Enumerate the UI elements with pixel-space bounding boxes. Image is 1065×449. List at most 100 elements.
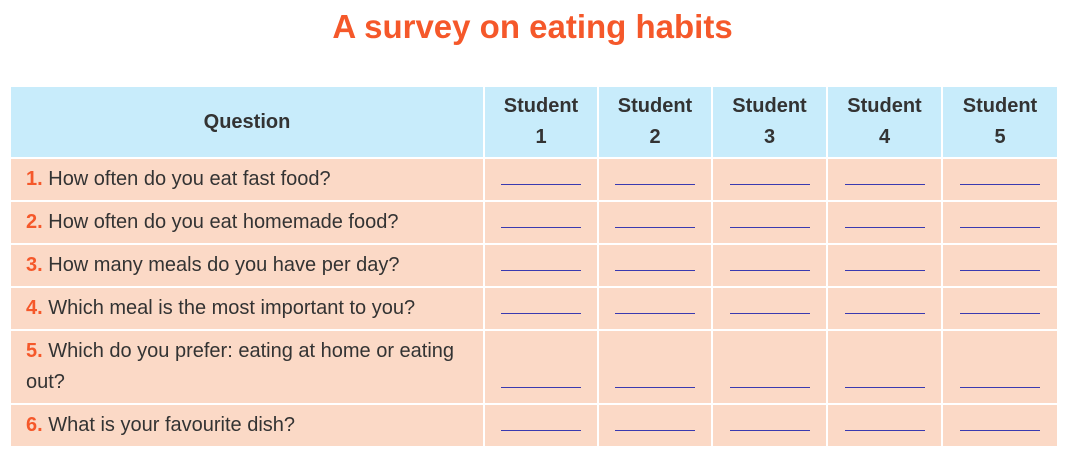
table-row: 6. What is your favourite dish? <box>9 403 1059 448</box>
answer-cell-student-1[interactable] <box>483 286 599 331</box>
answer-blank[interactable] <box>615 226 695 228</box>
student-number: 2 <box>649 126 661 148</box>
student-label: Student <box>503 95 579 117</box>
answer-cell-student-5[interactable] <box>941 329 1059 405</box>
answer-cell-student-5[interactable] <box>941 286 1059 331</box>
answer-blank[interactable] <box>960 429 1040 431</box>
answer-cell-student-1[interactable] <box>483 157 599 202</box>
answer-blank[interactable] <box>501 183 581 185</box>
answer-cell-student-2[interactable] <box>597 403 713 448</box>
answer-blank[interactable] <box>844 386 925 388</box>
answer-cell-student-4[interactable] <box>826 403 943 448</box>
question-number: 3. <box>26 254 43 276</box>
answer-cell-student-2[interactable] <box>597 329 713 405</box>
answer-cell-student-1[interactable] <box>483 403 599 448</box>
answer-blank[interactable] <box>729 226 810 228</box>
student-header-4: Student 4 <box>826 85 943 159</box>
answer-cell-student-2[interactable] <box>597 157 713 202</box>
answer-cell-student-4[interactable] <box>826 200 943 245</box>
table-row: 3. How many meals do you have per day? <box>9 243 1059 288</box>
question-text: Which meal is the most important to you? <box>42 297 416 319</box>
student-header-1: Student 1 <box>483 85 599 159</box>
student-number: 1 <box>535 126 547 148</box>
answer-blank[interactable] <box>615 183 695 185</box>
answer-cell-student-5[interactable] <box>941 200 1059 245</box>
answer-blank[interactable] <box>615 429 695 431</box>
question-number: 6. <box>26 414 43 436</box>
answer-blank[interactable] <box>844 226 925 228</box>
question-cell: 5. Which do you prefer: eating at home o… <box>9 329 485 405</box>
table-row: 2. How often do you eat homemade food? <box>9 200 1059 245</box>
question-number: 4. <box>26 297 43 319</box>
answer-cell-student-2[interactable] <box>597 243 713 288</box>
answer-cell-student-1[interactable] <box>483 329 599 405</box>
answer-cell-student-3[interactable] <box>711 243 828 288</box>
answer-cell-student-3[interactable] <box>711 286 828 331</box>
answer-blank[interactable] <box>615 312 695 314</box>
answer-blank[interactable] <box>844 183 925 185</box>
question-text: How often do you eat homemade food? <box>42 211 399 233</box>
question-number: 1. <box>26 168 43 190</box>
student-label: Student <box>617 95 693 117</box>
answer-cell-student-3[interactable] <box>711 200 828 245</box>
answer-cell-student-4[interactable] <box>826 243 943 288</box>
answer-blank[interactable] <box>729 183 810 185</box>
answer-cell-student-5[interactable] <box>941 243 1059 288</box>
student-label: Student <box>847 95 922 117</box>
answer-blank[interactable] <box>729 386 810 388</box>
answer-blank[interactable] <box>615 269 695 271</box>
student-number: 3 <box>763 126 776 148</box>
student-label: Student <box>732 95 807 117</box>
answer-cell-student-2[interactable] <box>597 286 713 331</box>
student-header-2: Student 2 <box>597 85 713 159</box>
answer-cell-student-4[interactable] <box>826 157 943 202</box>
answer-cell-student-3[interactable] <box>711 157 828 202</box>
answer-cell-student-5[interactable] <box>941 403 1059 448</box>
question-cell: 3. How many meals do you have per day? <box>9 243 485 288</box>
answer-blank[interactable] <box>501 386 581 388</box>
answer-blank[interactable] <box>844 312 925 314</box>
answer-cell-student-4[interactable] <box>826 286 943 331</box>
answer-blank[interactable] <box>729 429 810 431</box>
answer-blank[interactable] <box>960 386 1040 388</box>
answer-blank[interactable] <box>501 226 581 228</box>
question-number: 5. <box>26 340 43 362</box>
answer-blank[interactable] <box>501 429 581 431</box>
page-title: A survey on eating habits <box>332 8 733 45</box>
answer-cell-student-3[interactable] <box>711 329 828 405</box>
question-cell: 2. How often do you eat homemade food? <box>9 200 485 245</box>
header-row: Question Student 1 Student 2 Student 3 Student… <box>9 85 1059 159</box>
answer-blank[interactable] <box>501 269 581 271</box>
question-text: Which do you prefer: eating at home or e… <box>26 340 455 393</box>
student-label: Student <box>962 95 1038 117</box>
answer-blank[interactable] <box>844 269 925 271</box>
student-number: 5 <box>994 126 1006 148</box>
answer-cell-student-4[interactable] <box>826 329 943 405</box>
answer-cell-student-1[interactable] <box>483 200 599 245</box>
answer-cell-student-1[interactable] <box>483 243 599 288</box>
answer-blank[interactable] <box>729 312 810 314</box>
table-row: 4. Which meal is the most important to y… <box>9 286 1059 331</box>
answer-blank[interactable] <box>960 183 1040 185</box>
answer-blank[interactable] <box>960 226 1040 228</box>
answer-blank[interactable] <box>729 269 810 271</box>
answer-blank[interactable] <box>960 269 1040 271</box>
student-header-3: Student 3 <box>711 85 828 159</box>
question-number: 2. <box>26 211 43 233</box>
question-cell: 4. Which meal is the most important to y… <box>9 286 485 331</box>
question-text: How often do you eat fast food? <box>42 168 331 190</box>
answer-cell-student-2[interactable] <box>597 200 713 245</box>
answer-cell-student-5[interactable] <box>941 157 1059 202</box>
question-text: How many meals do you have per day? <box>42 254 400 276</box>
answer-blank[interactable] <box>960 312 1040 314</box>
answer-blank[interactable] <box>615 386 695 388</box>
student-number: 4 <box>878 126 891 148</box>
question-cell: 6. What is your favourite dish? <box>9 403 485 448</box>
answer-blank[interactable] <box>844 429 925 431</box>
table-row: 1. How often do you eat fast food? <box>9 157 1059 202</box>
answer-blank[interactable] <box>501 312 581 314</box>
question-cell: 1. How often do you eat fast food? <box>9 157 485 202</box>
question-header: Question <box>9 85 485 159</box>
answer-cell-student-3[interactable] <box>711 403 828 448</box>
survey-table: Question Student 1 Student 2 Student 3 Student… <box>9 85 1059 448</box>
